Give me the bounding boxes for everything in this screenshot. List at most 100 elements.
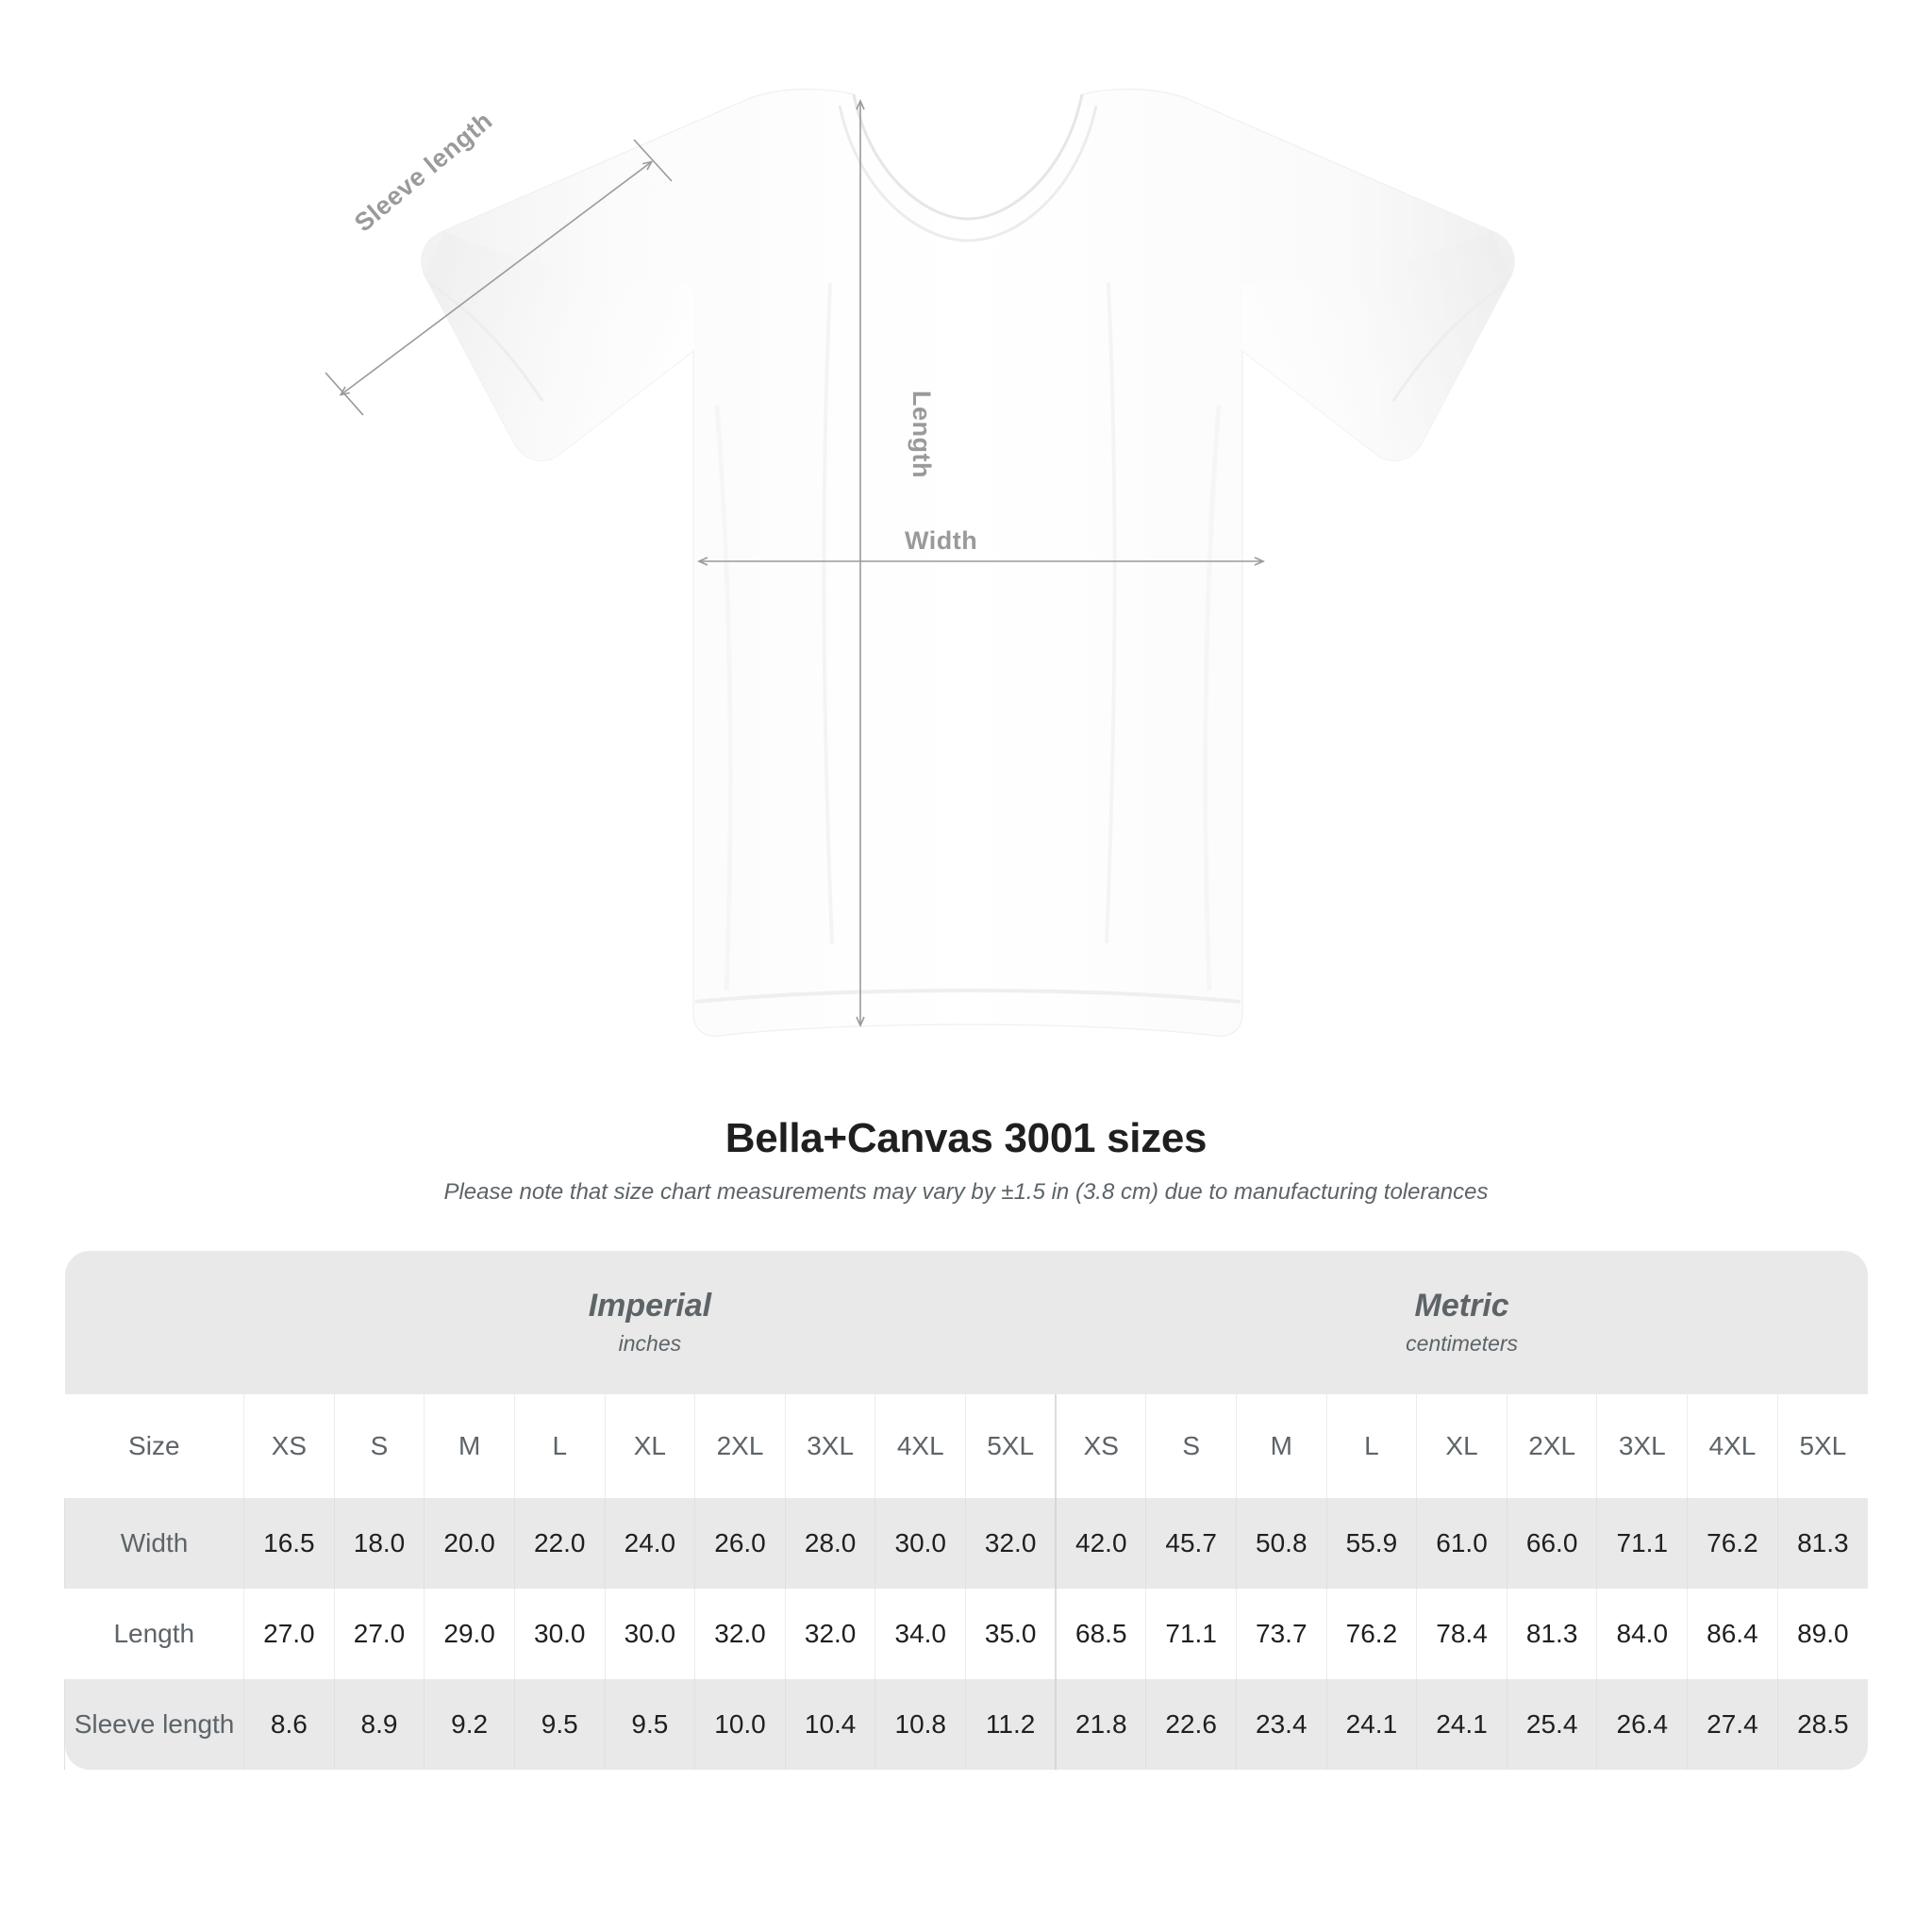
tshirt-diagram: Sleeve length Length Width — [325, 88, 1515, 1037]
cell-imperial: 35.0 — [965, 1589, 1057, 1679]
table-row: Length 27.0 27.0 29.0 30.0 30.0 32.0 32.0 34.0 35… — [64, 1589, 1868, 1679]
cell-imperial: 27.0 — [333, 1589, 425, 1679]
cell-imperial: 8.6 — [243, 1679, 335, 1770]
unit-group-subtitle: inches — [618, 1331, 682, 1357]
size-header-imperial-4xl: 4XL — [874, 1394, 966, 1498]
unit-band-spacer — [64, 1251, 244, 1394]
cell-imperial: 9.5 — [604, 1679, 695, 1770]
cell-imperial: 30.0 — [874, 1498, 966, 1589]
dimension-lines — [325, 99, 1265, 1027]
row-label-length: Length — [64, 1589, 244, 1679]
size-chart-table-container: Imperial inches Metric centimeters Size XS S M L… — [63, 1251, 1868, 1770]
unit-group-row: Imperial inches Metric centimeters — [64, 1251, 1868, 1394]
cell-metric: 81.3 — [1506, 1589, 1597, 1679]
sleeve-dimension-arrow — [339, 160, 654, 396]
cell-imperial: 29.0 — [424, 1589, 515, 1679]
cell-metric: 24.1 — [1325, 1679, 1417, 1770]
cell-metric: 27.4 — [1687, 1679, 1778, 1770]
cell-imperial: 18.0 — [333, 1498, 425, 1589]
cell-metric: 73.7 — [1235, 1589, 1327, 1679]
unit-group-subtitle: centimeters — [1406, 1331, 1519, 1357]
cell-imperial: 10.8 — [874, 1679, 966, 1770]
size-header-metric-s: S — [1145, 1394, 1237, 1498]
cell-imperial: 27.0 — [243, 1589, 335, 1679]
cell-metric: 22.6 — [1145, 1679, 1237, 1770]
unit-group-imperial: Imperial inches — [243, 1251, 1057, 1394]
page-title: Bella+Canvas 3001 sizes — [724, 1115, 1208, 1161]
cell-metric: 68.5 — [1055, 1589, 1146, 1679]
size-header-metric-m: M — [1235, 1394, 1327, 1498]
cell-metric: 61.0 — [1416, 1498, 1507, 1589]
cell-metric: 23.4 — [1235, 1679, 1327, 1770]
cell-imperial: 32.0 — [784, 1589, 875, 1679]
cell-imperial: 11.2 — [965, 1679, 1057, 1770]
cell-metric: 84.0 — [1596, 1589, 1688, 1679]
cell-imperial: 16.5 — [243, 1498, 335, 1589]
unit-group-name: Imperial — [588, 1287, 712, 1324]
tshirt-illustration — [325, 88, 1515, 1037]
cell-metric: 24.1 — [1416, 1679, 1507, 1770]
cell-metric: 28.5 — [1776, 1679, 1868, 1770]
cell-metric: 25.4 — [1506, 1679, 1597, 1770]
cell-metric: 21.8 — [1055, 1679, 1146, 1770]
row-label-width: Width — [63, 1498, 244, 1589]
cell-metric: 50.8 — [1235, 1498, 1327, 1589]
size-header-imperial-xl: XL — [604, 1394, 695, 1498]
cell-metric: 86.4 — [1687, 1589, 1778, 1679]
cell-imperial: 8.9 — [333, 1679, 425, 1770]
cell-imperial: 9.5 — [513, 1679, 606, 1770]
cell-imperial: 24.0 — [604, 1498, 695, 1589]
cell-imperial: 26.0 — [694, 1498, 786, 1589]
unit-group-name: Metric — [1414, 1287, 1509, 1324]
cell-imperial: 20.0 — [424, 1498, 515, 1589]
length-label: Length — [907, 391, 936, 478]
size-header-metric-4xl: 4XL — [1687, 1394, 1778, 1498]
table-row: Width 16.5 18.0 20.0 22.0 24.0 26.0 28.0 30.0 32.… — [63, 1498, 1868, 1589]
cell-metric: 71.1 — [1145, 1589, 1237, 1679]
cell-imperial: 30.0 — [513, 1589, 606, 1679]
cell-imperial: 32.0 — [694, 1589, 786, 1679]
size-header-metric-3xl: 3XL — [1596, 1394, 1688, 1498]
sleeve-tick-upper — [633, 139, 673, 182]
cell-imperial: 28.0 — [784, 1498, 875, 1589]
size-header-label: Size — [64, 1394, 244, 1498]
table-row: Sleeve length 8.6 8.9 9.2 9.5 9.5 10.0 10.4 10.8… — [63, 1679, 1868, 1770]
size-header-imperial-3xl: 3XL — [784, 1394, 875, 1498]
shirt-body — [421, 88, 1515, 1037]
size-chart-table: Imperial inches Metric centimeters Size XS S M L… — [63, 1251, 1868, 1770]
size-header-metric-2xl: 2XL — [1506, 1394, 1597, 1498]
cell-metric: 81.3 — [1776, 1498, 1868, 1589]
cell-metric: 71.1 — [1596, 1498, 1688, 1589]
width-label: Width — [905, 526, 978, 555]
cell-metric: 55.9 — [1325, 1498, 1417, 1589]
cell-imperial: 9.2 — [424, 1679, 515, 1770]
size-header-row: Size XS S M L XL 2XL 3XL 4XL 5XL XS S M L XL 2XL 3XL 4XL 5… — [64, 1394, 1868, 1498]
size-header-metric-xs: XS — [1055, 1394, 1146, 1498]
cell-metric: 76.2 — [1325, 1589, 1417, 1679]
unit-group-metric: Metric centimeters — [1056, 1251, 1868, 1394]
cell-metric: 76.2 — [1687, 1498, 1778, 1589]
cell-imperial: 30.0 — [604, 1589, 695, 1679]
row-label-sleeve-length: Sleeve length — [63, 1679, 244, 1770]
cell-imperial: 32.0 — [965, 1498, 1057, 1589]
cell-metric: 78.4 — [1416, 1589, 1507, 1679]
sleeve-tick-lower — [325, 372, 364, 416]
size-header-metric-5xl: 5XL — [1776, 1394, 1868, 1498]
cell-metric: 26.4 — [1596, 1679, 1688, 1770]
size-header-imperial-5xl: 5XL — [965, 1394, 1057, 1498]
cell-imperial: 10.4 — [784, 1679, 875, 1770]
cell-imperial: 10.0 — [694, 1679, 786, 1770]
size-header-imperial-l: L — [513, 1394, 606, 1498]
cell-metric: 45.7 — [1145, 1498, 1237, 1589]
chart-heading: Bella+Canvas 3001 sizes Please note that… — [0, 1113, 1932, 1206]
size-header-metric-xl: XL — [1416, 1394, 1507, 1498]
size-header-metric-l: L — [1325, 1394, 1417, 1498]
size-header-imperial-s: S — [333, 1394, 425, 1498]
cell-imperial: 22.0 — [513, 1498, 606, 1589]
size-header-imperial-xs: XS — [243, 1394, 335, 1498]
size-header-imperial-2xl: 2XL — [694, 1394, 786, 1498]
cell-imperial: 34.0 — [874, 1589, 966, 1679]
cell-metric: 42.0 — [1055, 1498, 1146, 1589]
size-header-imperial-m: M — [424, 1394, 515, 1498]
cell-metric: 89.0 — [1776, 1589, 1868, 1679]
